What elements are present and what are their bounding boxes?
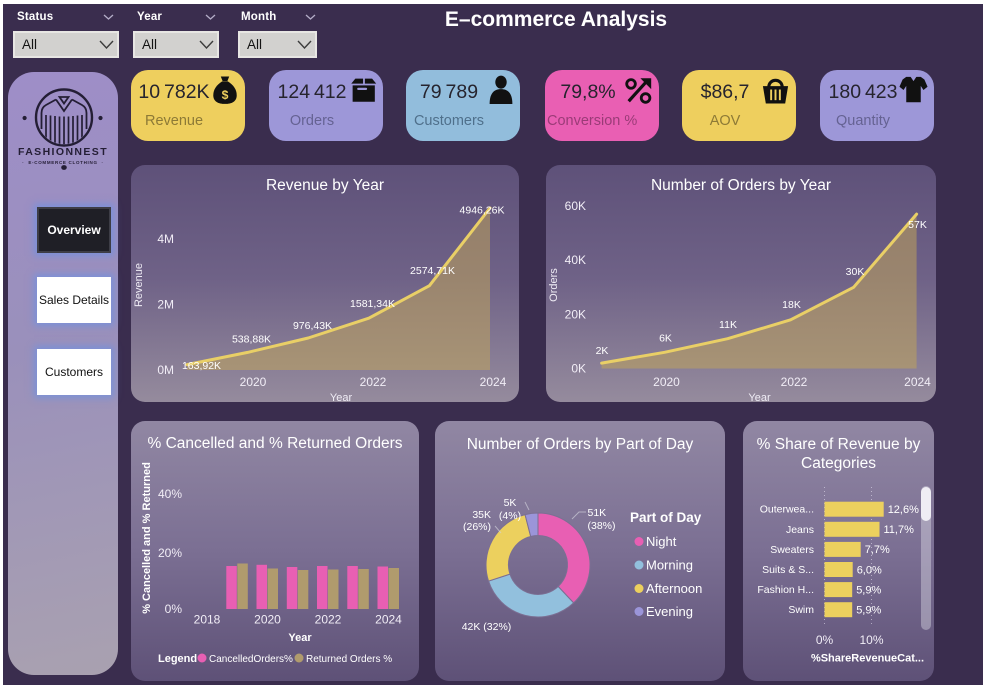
svg-text:2024: 2024 <box>904 375 931 389</box>
svg-text:51K: 51K <box>588 507 607 519</box>
svg-text:2018: 2018 <box>194 613 221 627</box>
svg-text:Revenue: Revenue <box>133 263 145 307</box>
svg-text:Sweaters: Sweaters <box>770 544 814 556</box>
svg-text:42K (32%): 42K (32%) <box>462 621 512 633</box>
svg-text:Number of Orders by Year: Number of Orders by Year <box>651 177 831 194</box>
svg-text:2M: 2M <box>157 298 174 312</box>
svg-text:2022: 2022 <box>781 375 808 389</box>
svg-text:Outerwea...: Outerwea... <box>760 504 814 516</box>
svg-text:6,0%: 6,0% <box>857 564 882 576</box>
svg-text:40%: 40% <box>158 487 182 501</box>
svg-text:Suits & S...: Suits & S... <box>762 564 814 576</box>
svg-text:Orders: Orders <box>548 268 560 302</box>
svg-text:40K: 40K <box>565 253 586 267</box>
svg-text:18K: 18K <box>782 299 801 311</box>
svg-text:2K: 2K <box>596 345 609 357</box>
svg-text:Swim: Swim <box>788 604 814 616</box>
svg-text:Legend: Legend <box>158 653 197 665</box>
svg-text:20K: 20K <box>565 307 586 321</box>
svg-text:20%: 20% <box>158 546 182 560</box>
svg-text:Jeans: Jeans <box>786 524 814 536</box>
svg-text:Year: Year <box>330 392 353 404</box>
svg-text:2020: 2020 <box>653 375 680 389</box>
svg-text:0M: 0M <box>157 363 174 377</box>
svg-text:%ShareRevenueCat...: %ShareRevenueCat... <box>811 653 924 665</box>
svg-text:Evening: Evening <box>646 604 693 619</box>
svg-text:2022: 2022 <box>315 613 342 627</box>
svg-text:$: $ <box>222 88 229 102</box>
svg-text:5,9%: 5,9% <box>856 605 881 617</box>
svg-text:Returned Orders %: Returned Orders % <box>306 654 392 665</box>
svg-text:2024: 2024 <box>375 613 402 627</box>
svg-text:35K: 35K <box>472 509 491 521</box>
svg-text:Afternoon: Afternoon <box>646 581 702 596</box>
svg-text:Year: Year <box>748 392 771 404</box>
svg-text:(4%): (4%) <box>499 510 521 522</box>
svg-text:6K: 6K <box>659 333 672 345</box>
svg-text:10%: 10% <box>859 633 883 647</box>
svg-text:30K: 30K <box>846 266 865 278</box>
svg-text:Revenue by Year: Revenue by Year <box>266 177 384 194</box>
svg-text:CancelledOrders%: CancelledOrders% <box>209 654 293 665</box>
svg-text:60K: 60K <box>565 199 586 213</box>
svg-text:% Share of Revenue by: % Share of Revenue by <box>757 436 921 453</box>
svg-text:Night: Night <box>646 534 677 549</box>
svg-text:(38%): (38%) <box>588 520 616 532</box>
svg-text:2022: 2022 <box>360 375 387 389</box>
svg-text:7,7%: 7,7% <box>865 544 890 556</box>
svg-text:Morning: Morning <box>646 558 693 573</box>
svg-text:163,92K: 163,92K <box>182 360 221 372</box>
svg-text:Fashion H...: Fashion H... <box>757 584 814 596</box>
svg-text:% Cancelled and % Returned Ord: % Cancelled and % Returned Orders <box>147 435 402 452</box>
svg-text:976,43K: 976,43K <box>293 320 332 332</box>
svg-text:2020: 2020 <box>240 375 267 389</box>
svg-text:0K: 0K <box>571 362 586 376</box>
svg-text:Part of Day: Part of Day <box>630 510 702 525</box>
svg-text:2574,71K: 2574,71K <box>410 265 455 277</box>
svg-text:12,6%: 12,6% <box>888 504 919 516</box>
svg-text:57K: 57K <box>908 219 927 231</box>
svg-text:Year: Year <box>288 632 312 644</box>
svg-text:0%: 0% <box>165 602 183 616</box>
svg-text:538,88K: 538,88K <box>232 334 271 346</box>
svg-text:5K: 5K <box>504 497 517 509</box>
svg-text:0%: 0% <box>816 633 834 647</box>
svg-text:Number of Orders by Part of Da: Number of Orders by Part of Day <box>467 436 694 453</box>
svg-text:4946,26K: 4946,26K <box>460 205 505 217</box>
svg-text:1581,34K: 1581,34K <box>350 298 395 310</box>
svg-text:2024: 2024 <box>480 375 507 389</box>
svg-text:% Cancelled and % Returned: % Cancelled and % Returned <box>141 462 153 614</box>
svg-text:2020: 2020 <box>254 613 281 627</box>
svg-text:5,9%: 5,9% <box>856 584 881 596</box>
svg-text:11K: 11K <box>719 319 737 331</box>
svg-text:11,7%: 11,7% <box>884 524 915 536</box>
svg-text:4M: 4M <box>157 232 174 246</box>
svg-text:(26%): (26%) <box>463 521 491 533</box>
svg-text:Categories: Categories <box>801 455 876 472</box>
